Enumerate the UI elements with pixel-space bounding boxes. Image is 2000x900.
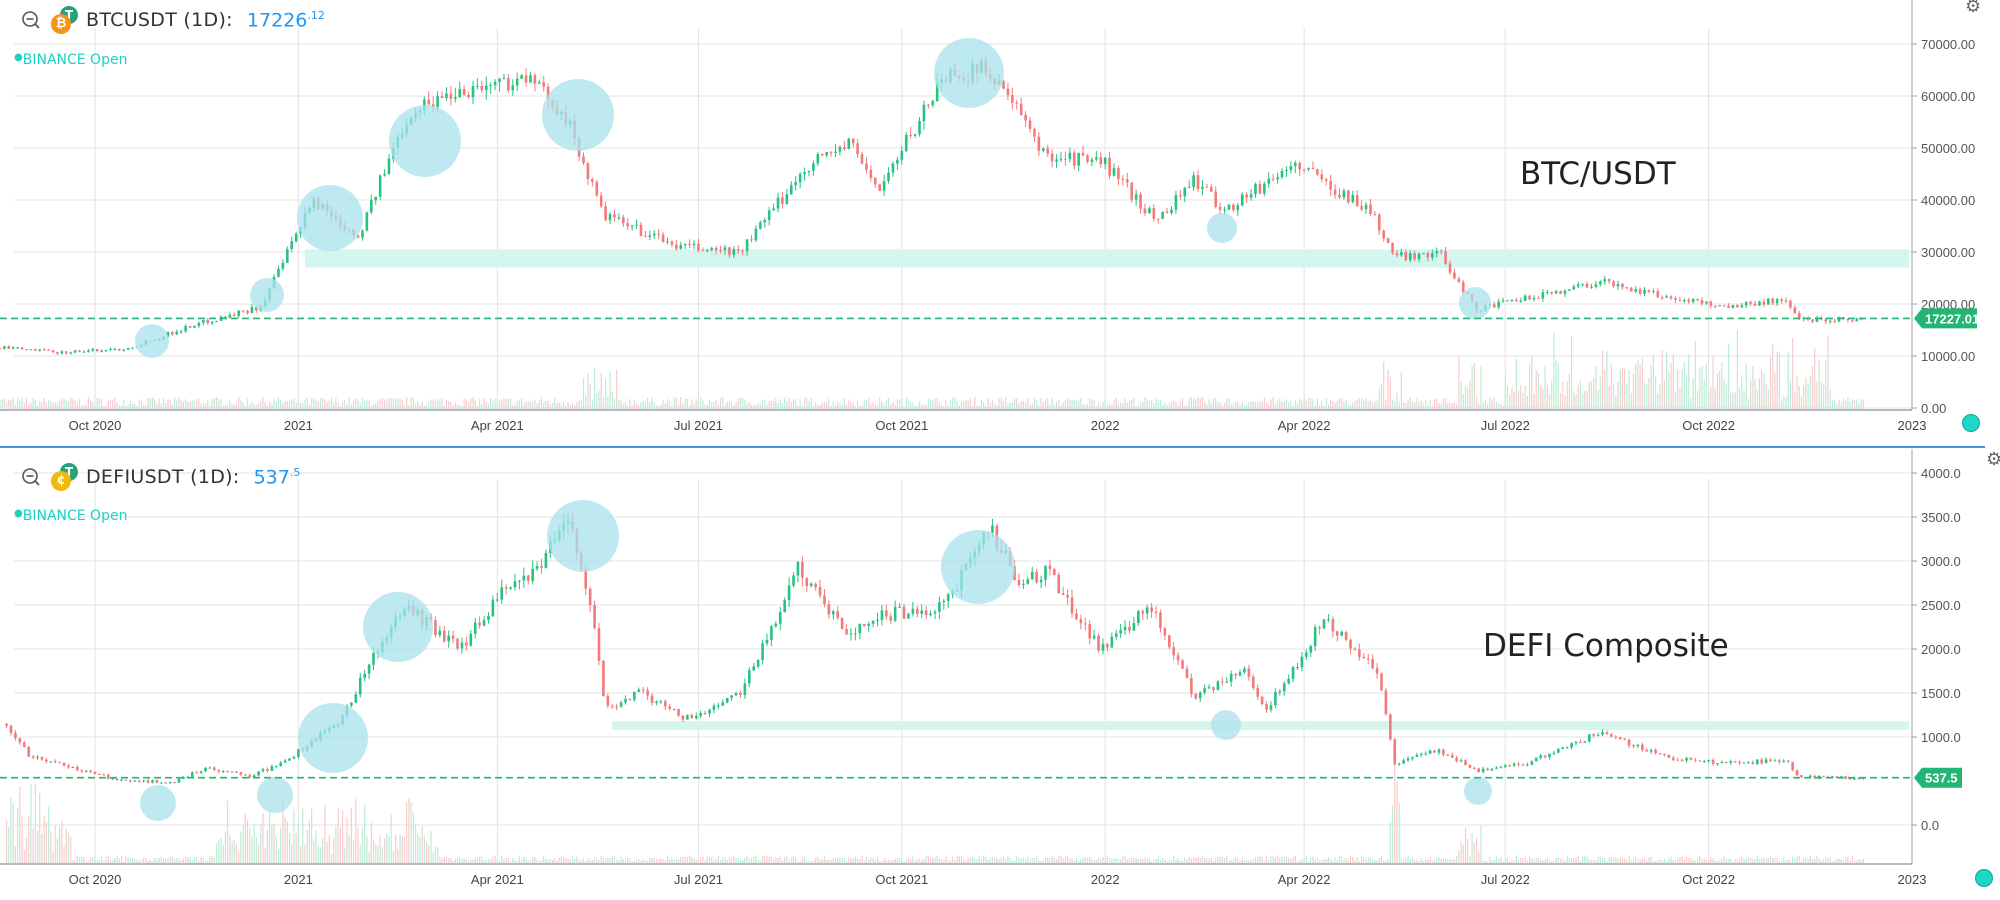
defi-legend: T ¢ DEFIUSDT (1D): 537.5 [20,463,300,491]
svg-text:2023: 2023 [1898,872,1927,887]
svg-text:2500.0: 2500.0 [1921,598,1961,613]
svg-text:Jul 2021: Jul 2021 [674,872,723,887]
svg-text:Apr 2022: Apr 2022 [1278,418,1331,433]
svg-text:2000.0: 2000.0 [1921,642,1961,657]
svg-text:17227.01: 17227.01 [1925,311,1979,326]
zoom-out-icon[interactable] [20,9,42,31]
svg-text:Oct 2021: Oct 2021 [875,418,928,433]
svg-text:Jul 2022: Jul 2022 [1481,418,1530,433]
time-axis-dot[interactable] [1962,414,1980,432]
svg-text:20000.00: 20000.00 [1921,297,1975,312]
svg-text:2022: 2022 [1091,872,1120,887]
btc-chart-panel[interactable]: 0.00 10000.00 20000.00 30000.00 40000.00 5000… [0,0,2000,447]
svg-text:Oct 2022: Oct 2022 [1682,872,1735,887]
svg-text:2022: 2022 [1091,418,1120,433]
defi-chart-panel[interactable]: 0.0 1000.0 1500.0 2000.0 2500.0 3000.0 3500.0 4… [0,449,2000,900]
btc-price-frac: .12 [307,8,325,22]
defi-price: 537.5 [254,466,301,488]
svg-text:70000.00: 70000.00 [1921,37,1975,52]
defi-coin-icon: T ¢ [48,463,80,491]
btc-symbol[interactable]: BTCUSDT (1D): [86,9,233,31]
svg-text:50000.00: 50000.00 [1921,141,1975,156]
svg-text:Oct 2021: Oct 2021 [875,872,928,887]
zoom-out-icon[interactable] [20,466,42,488]
btc-status-text: BINANCE Open [22,52,128,68]
defi-symbol[interactable]: DEFIUSDT (1D): [86,466,240,488]
svg-text:0.0: 0.0 [1921,818,1939,833]
svg-text:2021: 2021 [284,872,313,887]
svg-text:1000.0: 1000.0 [1921,730,1961,745]
svg-text:Apr 2021: Apr 2021 [471,872,524,887]
defi-price-frac: .5 [289,465,301,479]
svg-text:Oct 2020: Oct 2020 [69,418,122,433]
defi-price-main: 537 [253,466,290,489]
svg-text:BTC/USDT: BTC/USDT [1520,156,1677,192]
svg-text:Apr 2022: Apr 2022 [1278,872,1331,887]
svg-text:DEFI Composite: DEFI Composite [1483,628,1729,664]
btc-market-status: ●BINANCE Open [14,52,128,68]
svg-text:Jul 2022: Jul 2022 [1481,872,1530,887]
svg-text:2021: 2021 [284,418,313,433]
svg-text:10000.00: 10000.00 [1921,349,1975,364]
gear-icon[interactable]: ⚙ [1986,449,2000,470]
btc-chart-canvas[interactable]: 0.00 10000.00 20000.00 30000.00 40000.00 5000… [0,0,2000,447]
btc-coin-icon: T ₿ [48,6,80,34]
panel-divider[interactable] [0,446,1985,448]
svg-text:Oct 2022: Oct 2022 [1682,418,1735,433]
btc-legend: T ₿ BTCUSDT (1D): 17226.12 [20,6,325,34]
svg-text:Oct 2020: Oct 2020 [69,872,122,887]
defi-market-status: ●BINANCE Open [14,508,128,524]
defi-status-text: BINANCE Open [22,508,128,524]
svg-text:0.00: 0.00 [1921,401,1946,416]
svg-text:2023: 2023 [1898,418,1927,433]
svg-text:30000.00: 30000.00 [1921,245,1975,260]
svg-text:Jul 2021: Jul 2021 [674,418,723,433]
time-axis-dot[interactable] [1975,869,1993,887]
svg-text:537.5: 537.5 [1925,771,1958,786]
svg-text:40000.00: 40000.00 [1921,193,1975,208]
svg-text:3000.0: 3000.0 [1921,554,1961,569]
svg-text:1500.0: 1500.0 [1921,686,1961,701]
svg-text:3500.0: 3500.0 [1921,510,1961,525]
svg-text:60000.00: 60000.00 [1921,89,1975,104]
gear-icon[interactable]: ⚙ [1965,0,1982,17]
svg-text:4000.0: 4000.0 [1921,466,1961,481]
defi-chart-canvas[interactable]: 0.0 1000.0 1500.0 2000.0 2500.0 3000.0 3500.0 4… [0,449,2000,900]
svg-text:Apr 2021: Apr 2021 [471,418,524,433]
btc-price-main: 17226 [246,9,308,32]
btc-price: 17226.12 [247,9,325,31]
